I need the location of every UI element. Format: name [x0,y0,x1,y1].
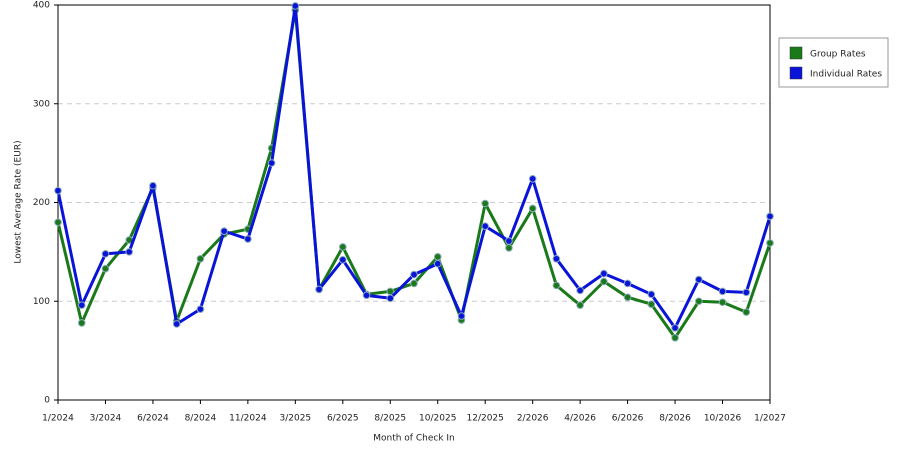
legend-swatch [789,66,803,80]
data-point [695,275,703,284]
data-point [600,277,608,286]
data-point [505,244,513,252]
y-tick-label: 200 [33,198,50,208]
x-tick-label: 6/2025 [327,414,359,424]
data-point [647,300,656,309]
data-point [196,254,205,263]
data-point [410,270,418,279]
data-point [552,281,561,290]
legend-label: Group Rates [810,50,866,60]
x-tick-label: 6/2024 [137,414,169,424]
x-tick-label: 8/2024 [185,414,217,424]
x-tick-label: 6/2026 [612,414,644,424]
data-point [742,288,751,297]
data-point [77,319,86,327]
data-point [766,212,774,221]
x-tick-label: 3/2025 [279,414,311,424]
x-tick-label: 11/2024 [229,414,267,424]
x-tick-label: 3/2024 [90,414,122,424]
data-point [552,254,561,263]
x-axis-label: Month of Check In [373,434,455,444]
data-point [695,297,703,306]
y-axis-label: Lowest Average Rate (EUR) [14,140,24,263]
x-tick-label: 4/2026 [564,414,596,424]
data-point [386,287,395,296]
data-point [671,333,679,342]
data-point [125,248,133,256]
data-point [742,308,751,316]
plot-frame [57,4,771,401]
data-point [54,218,62,227]
data-point [101,250,110,258]
data-point [576,301,584,310]
data-point [386,294,395,303]
data-point [149,181,157,190]
x-tick-label: 1/2024 [42,414,74,424]
data-point [457,312,466,320]
x-tick-label: 8/2026 [659,414,691,424]
data-point [196,305,205,313]
y-tick-label: 0 [44,396,50,406]
series-line [56,4,772,330]
data-point [291,2,300,10]
data-point [172,320,181,328]
data-point [315,285,323,294]
x-tick-label: 1/2027 [754,414,786,424]
series-line [56,8,772,340]
data-point [410,279,418,288]
data-point [671,324,679,332]
data-point [362,291,371,300]
x-tick-label: 10/2026 [704,414,742,424]
data-point [623,279,632,288]
data-point [718,298,727,307]
x-tick-label: 12/2025 [467,414,504,424]
data-point [600,269,608,278]
x-tick-label: 8/2025 [374,414,406,424]
y-tick-label: 100 [33,297,50,307]
data-point [718,287,727,296]
data-point [576,286,584,295]
data-point [77,301,86,310]
data-point [766,239,774,247]
legend-box [778,37,889,88]
data-point [220,227,228,235]
data-point [339,255,347,264]
data-point [528,175,537,183]
data-point [647,290,656,299]
data-point [244,235,252,243]
data-point [481,222,490,230]
y-tick-label: 300 [33,99,50,109]
legend-label: Individual Rates [810,70,882,80]
data-point [623,293,632,302]
data-point [339,243,347,251]
data-point [101,264,110,273]
data-point [433,259,442,268]
y-tick-label: 400 [33,1,50,11]
legend-swatch [789,46,803,60]
data-point [54,186,62,195]
data-point [481,199,490,208]
x-tick-label: 2/2026 [517,414,549,424]
x-tick-label: 10/2025 [419,414,456,424]
data-point [528,204,537,213]
data-point [433,253,442,261]
data-point [505,237,513,245]
data-point [267,159,276,167]
